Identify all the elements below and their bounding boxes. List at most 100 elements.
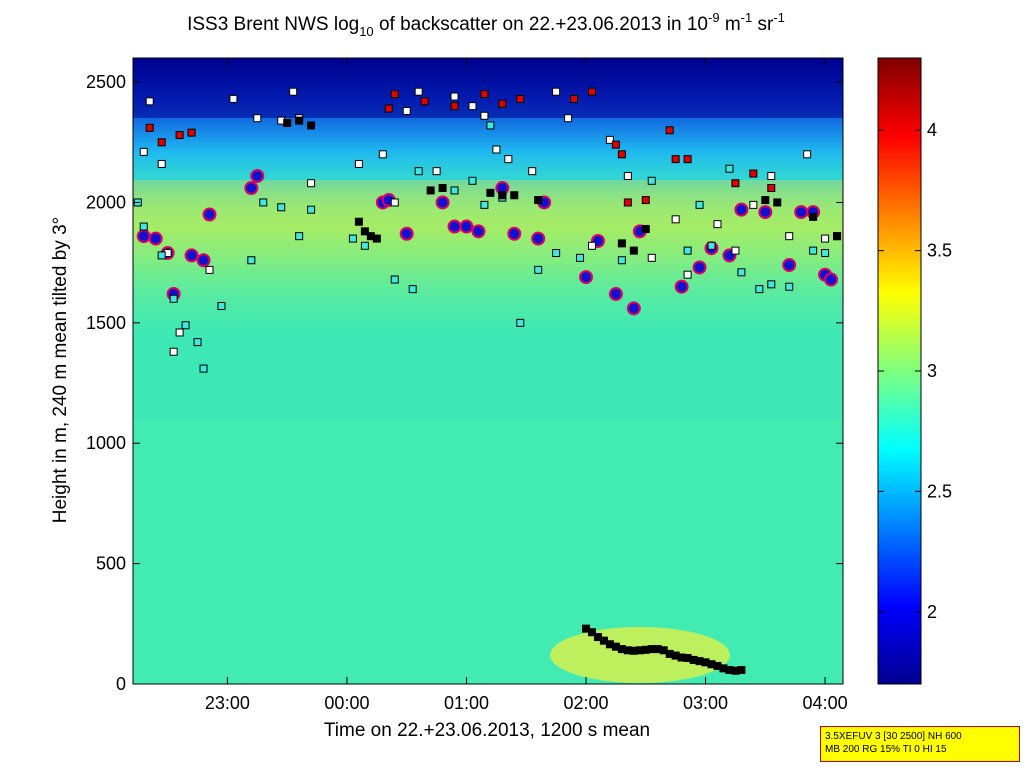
x-tick-label: 04:00 [803, 693, 848, 713]
data-point-square-black [833, 232, 842, 241]
data-point-square-cyan [695, 200, 704, 209]
data-point-square-black [307, 121, 316, 130]
cloud-base-point [447, 219, 462, 234]
cloud-base-point [579, 270, 594, 285]
data-point-square-black [617, 239, 626, 248]
data-point-square-cyan [707, 241, 716, 250]
title-part: -9 [708, 10, 720, 25]
data-point-square-black [534, 196, 543, 205]
data-point-square-cyan [277, 203, 286, 212]
data-point-square-black [587, 628, 596, 637]
title-part: sr [752, 14, 774, 35]
data-point-square-cyan [414, 167, 423, 176]
data-point-square-cyan [486, 121, 495, 130]
data-point-square-white [731, 246, 740, 255]
x-tick-label: 00:00 [324, 693, 369, 713]
data-point-square-red [420, 97, 429, 106]
cloud-base-point [184, 248, 199, 263]
cloud-base-point [794, 205, 809, 220]
data-point-square-cyan [217, 301, 226, 310]
y-axis: 0 500 1000 1500 2000 2500 [86, 72, 843, 694]
y-tick-label: 2000 [86, 192, 126, 212]
data-point-square-red [384, 104, 393, 113]
title-part: 10 [359, 24, 373, 39]
data-point-square-red [767, 184, 776, 193]
info-line-2: MB 200 RG 15% TI 0 HI 15 [825, 744, 947, 755]
data-point-square-cyan [259, 198, 268, 207]
data-point-square-red [390, 90, 399, 99]
data-point-square-cyan [809, 246, 818, 255]
data-point-square-cyan [450, 186, 459, 195]
data-point-square-black [295, 116, 304, 125]
data-point-square-white [139, 147, 148, 156]
data-point-square-red [587, 87, 596, 96]
data-point-square-cyan [181, 321, 190, 330]
data-point-square-red [641, 196, 650, 205]
title-part: -1 [741, 10, 753, 25]
data-point-square-white [378, 150, 387, 159]
data-point-square-white [390, 198, 399, 207]
colorbar-tick-label: 4 [927, 120, 937, 140]
data-point-square-white [749, 200, 758, 209]
data-point-square-white [713, 220, 722, 229]
y-tick-label: 500 [96, 554, 126, 574]
data-point-square-red [498, 99, 507, 108]
data-point-square-black [360, 227, 369, 236]
data-point-square-cyan [737, 268, 746, 277]
data-point-square-white [803, 150, 812, 159]
cloud-base-point [148, 231, 163, 246]
data-point-square-cyan [360, 241, 369, 250]
data-point-square-cyan [821, 249, 830, 258]
data-point-square-cyan [157, 251, 166, 260]
y-tick-label: 1000 [86, 433, 126, 453]
data-point-square-white [307, 179, 316, 188]
data-point-square-cyan [169, 294, 178, 303]
top-dark-band [133, 58, 843, 118]
cloud-base-point [202, 207, 217, 222]
data-point-square-black [372, 234, 381, 243]
data-point-square-cyan [617, 256, 626, 265]
cloud-base-point [758, 205, 773, 220]
data-point-square-black [498, 191, 507, 200]
cloud-base-point [459, 219, 474, 234]
x-axis-label: Time on 22.+23.06.2013, 1200 s mean [324, 720, 650, 741]
data-point-square-cyan [552, 249, 561, 258]
data-point-square-cyan [576, 253, 585, 262]
data-point-square-black [773, 198, 782, 207]
title-part: m [720, 14, 741, 35]
cloud-base-point [244, 181, 259, 196]
data-point-square-red [187, 128, 196, 137]
data-point-square-cyan [199, 364, 208, 373]
data-point-square-white [432, 167, 441, 176]
data-point-square-cyan [468, 176, 477, 185]
cloud-base-point [399, 226, 414, 241]
data-point-square-red [617, 150, 626, 159]
data-point-square-black [426, 186, 435, 195]
title-part: of backscatter on 22.+23.06.2013 in 10 [374, 14, 708, 35]
data-point-square-white [402, 106, 411, 115]
data-point-square-white [450, 92, 459, 101]
data-point-square-red [623, 198, 632, 207]
data-point-square-cyan [408, 285, 417, 294]
data-point-square-red [671, 155, 680, 164]
cloud-base-point [435, 195, 450, 210]
cloud-base-point [471, 224, 486, 239]
cloud-base-point [782, 258, 797, 273]
data-point-square-white [671, 215, 680, 224]
cloud-base-point [692, 260, 707, 275]
colorbar-tick-label: 3 [927, 361, 937, 381]
colorbar-tick-label: 2.5 [927, 481, 952, 501]
data-point-square-cyan [516, 318, 525, 327]
data-point-square-white [253, 114, 262, 123]
data-point-square-black [629, 246, 638, 255]
data-point-square-white [564, 114, 573, 123]
data-point-square-cyan [683, 246, 692, 255]
cloud-base-point [507, 226, 522, 241]
data-point-square-cyan [139, 222, 148, 231]
title-part: -1 [773, 10, 785, 25]
data-point-square-black [283, 119, 292, 128]
data-point-square-white [175, 328, 184, 337]
data-point-square-black [486, 188, 495, 197]
colorbar-tick-label: 3.5 [927, 241, 952, 261]
data-point-square-cyan [755, 285, 764, 294]
